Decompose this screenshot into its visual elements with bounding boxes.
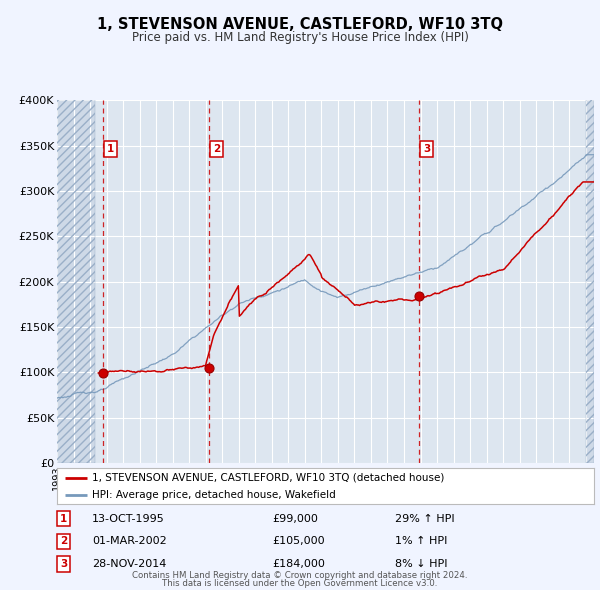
Bar: [57, 100, 95, 463]
Text: £99,000: £99,000: [272, 514, 317, 524]
Text: 1, STEVENSON AVENUE, CASTLEFORD, WF10 3TQ: 1, STEVENSON AVENUE, CASTLEFORD, WF10 3T…: [97, 17, 503, 31]
Text: 8% ↓ HPI: 8% ↓ HPI: [395, 559, 448, 569]
Text: 1, STEVENSON AVENUE, CASTLEFORD, WF10 3TQ (detached house): 1, STEVENSON AVENUE, CASTLEFORD, WF10 3T…: [92, 473, 444, 483]
Text: £184,000: £184,000: [272, 559, 325, 569]
Text: 1: 1: [107, 145, 115, 154]
Text: £105,000: £105,000: [272, 536, 325, 546]
Text: Price paid vs. HM Land Registry's House Price Index (HPI): Price paid vs. HM Land Registry's House …: [131, 31, 469, 44]
Text: This data is licensed under the Open Government Licence v3.0.: This data is licensed under the Open Gov…: [163, 579, 437, 588]
Text: 13-OCT-1995: 13-OCT-1995: [92, 514, 164, 524]
Bar: [57, 100, 95, 463]
Text: 28-NOV-2014: 28-NOV-2014: [92, 559, 166, 569]
Text: 2: 2: [60, 536, 67, 546]
Text: 3: 3: [424, 145, 431, 154]
Text: HPI: Average price, detached house, Wakefield: HPI: Average price, detached house, Wake…: [92, 490, 335, 500]
Text: 2: 2: [212, 145, 220, 154]
Text: 29% ↑ HPI: 29% ↑ HPI: [395, 514, 455, 524]
Bar: [586, 100, 594, 463]
Text: 1% ↑ HPI: 1% ↑ HPI: [395, 536, 448, 546]
Text: 01-MAR-2002: 01-MAR-2002: [92, 536, 167, 546]
Text: 3: 3: [60, 559, 67, 569]
Bar: [586, 100, 594, 463]
Text: Contains HM Land Registry data © Crown copyright and database right 2024.: Contains HM Land Registry data © Crown c…: [132, 571, 468, 580]
Text: 1: 1: [60, 514, 67, 524]
